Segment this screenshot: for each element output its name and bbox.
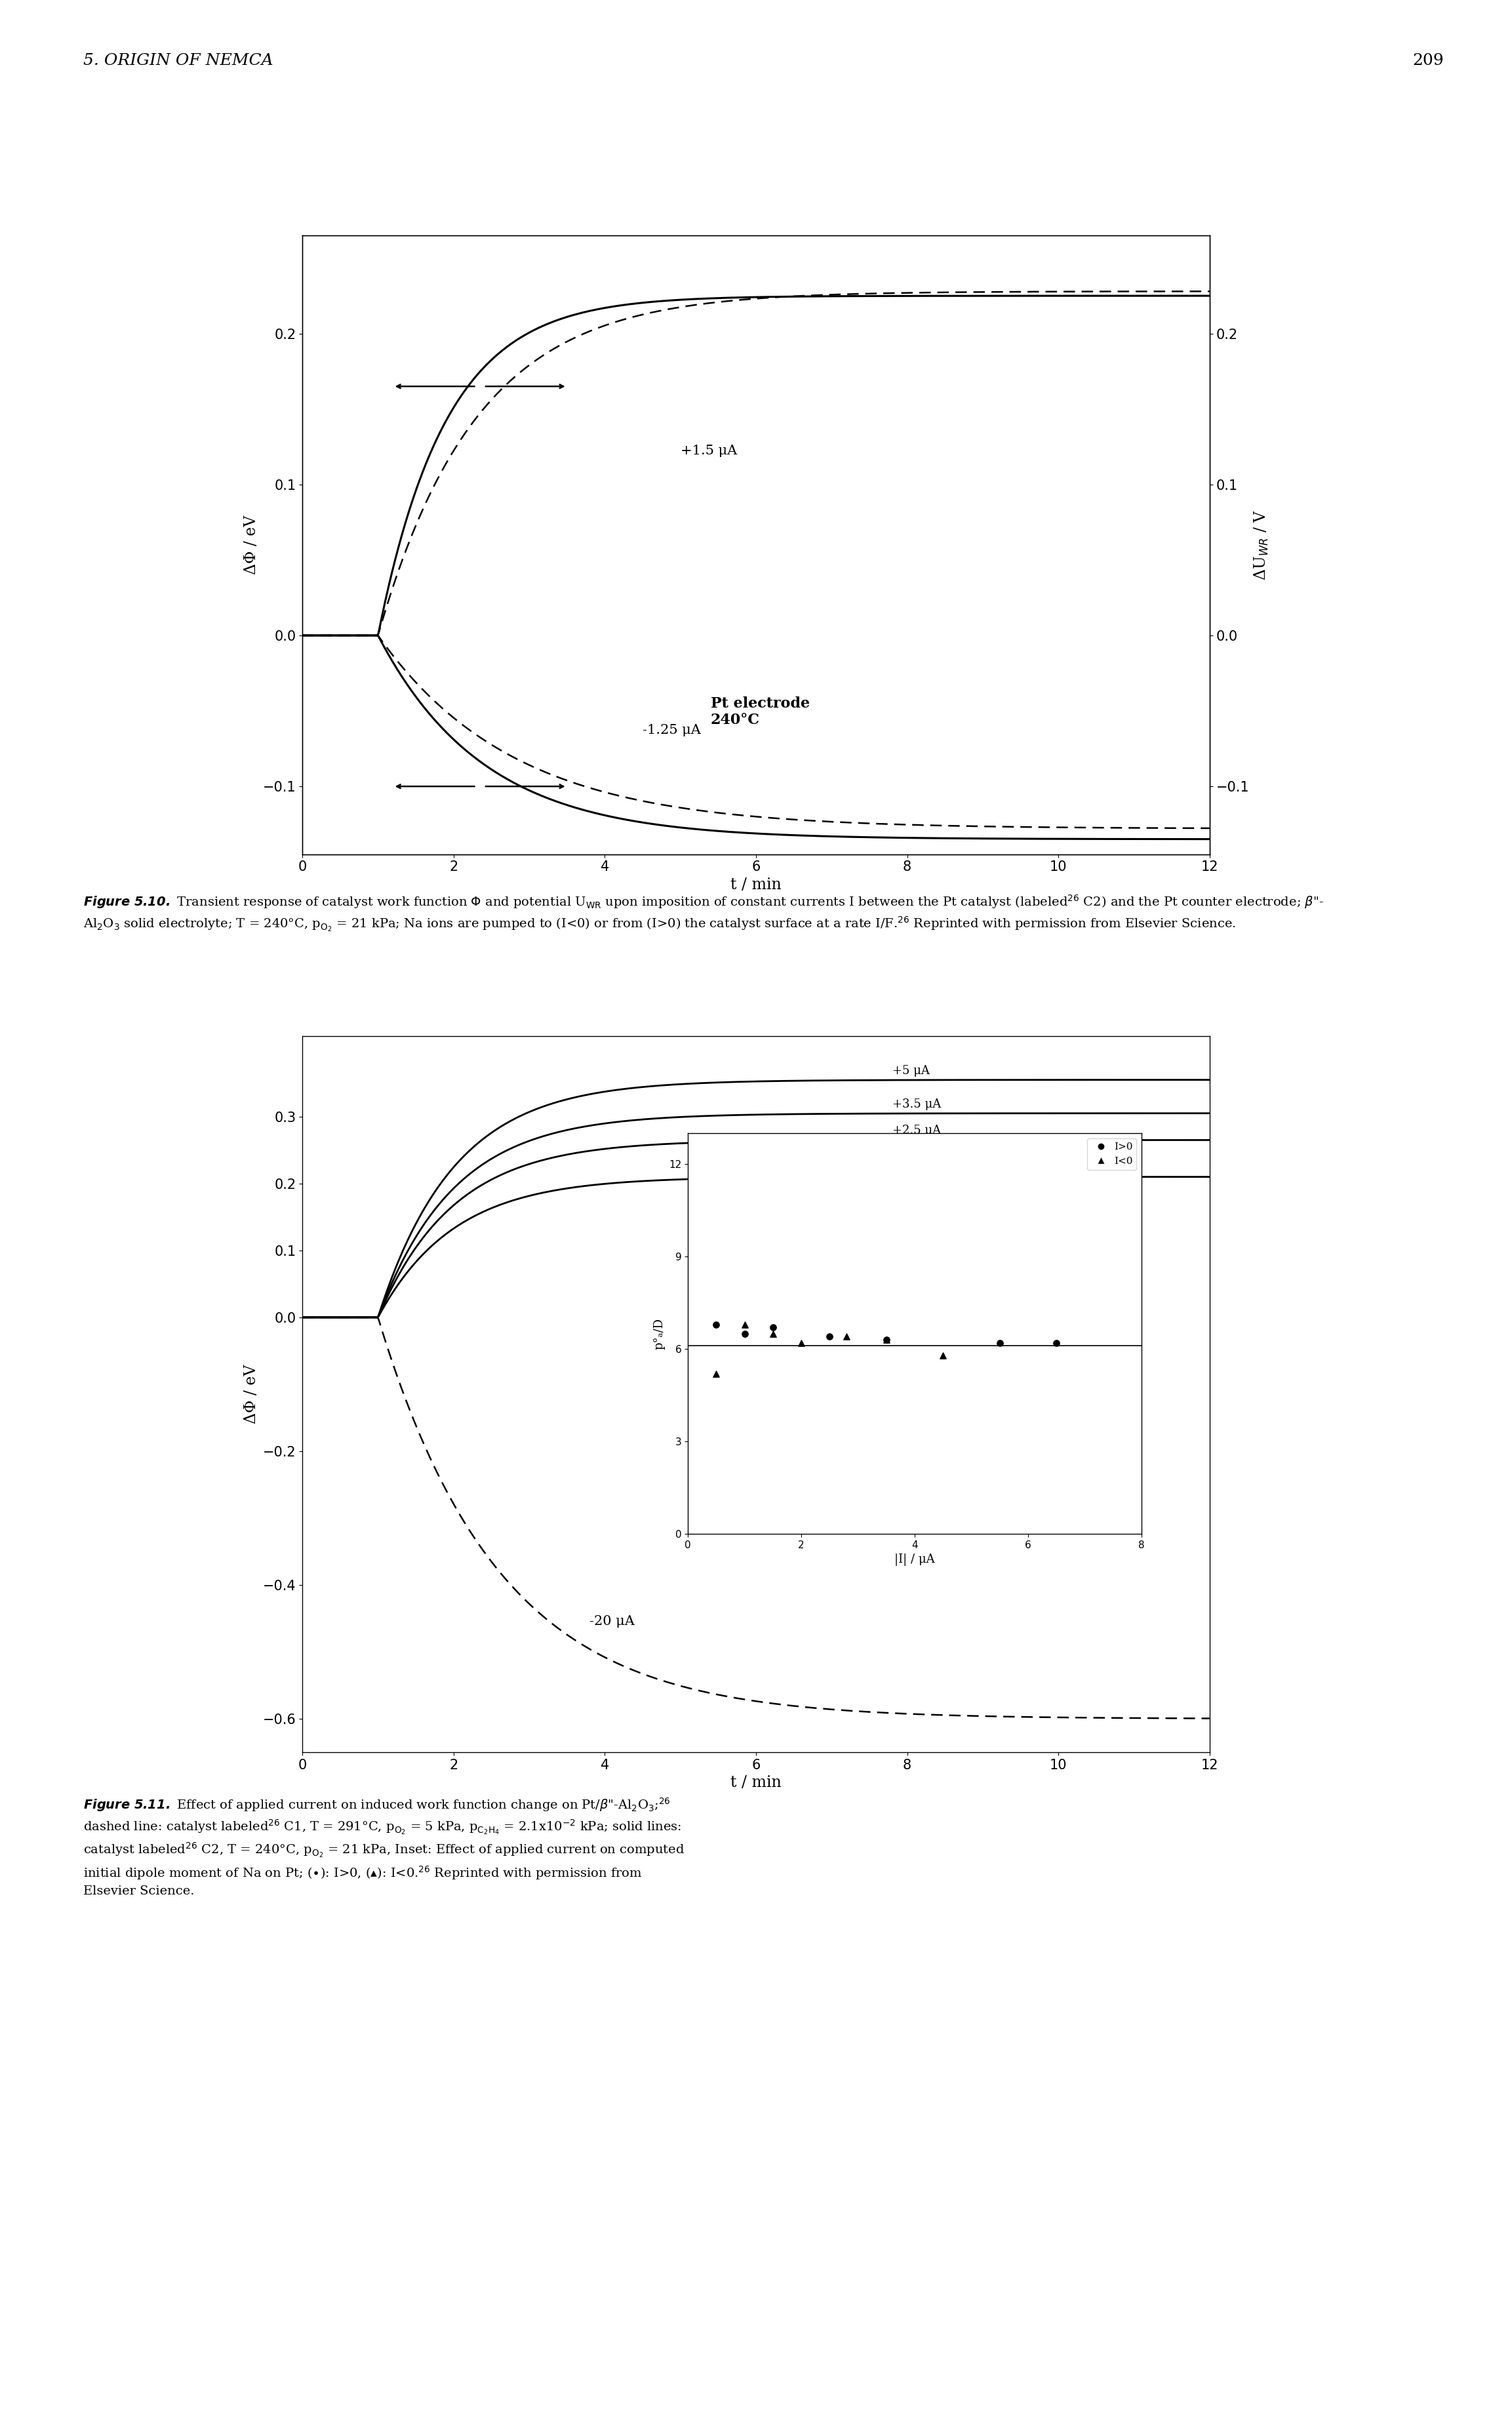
Text: +5 μA: +5 μA <box>892 1065 930 1078</box>
Text: +1.5 μA: +1.5 μA <box>680 444 736 456</box>
Point <box>874 1320 898 1359</box>
Point <box>705 1306 729 1345</box>
X-axis label: |I| / μA: |I| / μA <box>895 1553 934 1565</box>
Point <box>732 1315 756 1354</box>
Y-axis label: ΔΦ / eV: ΔΦ / eV <box>243 515 259 575</box>
Point <box>835 1318 859 1357</box>
X-axis label: t / min: t / min <box>730 1777 782 1791</box>
Text: +2.5 μA: +2.5 μA <box>892 1124 940 1136</box>
Point <box>987 1323 1012 1362</box>
Point <box>761 1315 785 1354</box>
Text: Pt electrode
240°C: Pt electrode 240°C <box>711 697 810 728</box>
Text: -20 μA: -20 μA <box>590 1616 635 1629</box>
Legend: I>0, I<0: I>0, I<0 <box>1087 1138 1137 1170</box>
Point <box>761 1308 785 1347</box>
Y-axis label: ΔΦ / eV: ΔΦ / eV <box>243 1364 259 1425</box>
Point <box>931 1335 956 1374</box>
Text: 209: 209 <box>1412 53 1444 68</box>
Text: -1.25 μA: -1.25 μA <box>643 723 702 735</box>
Point <box>818 1318 842 1357</box>
Text: 5. ORIGIN OF NEMCA: 5. ORIGIN OF NEMCA <box>83 53 274 68</box>
Point <box>789 1323 813 1362</box>
Text: +1.5 μA: +1.5 μA <box>892 1163 940 1175</box>
Text: $\bfit{Figure\ 5.10.}$ Transient response of catalyst work function $\Phi$ and p: $\bfit{Figure\ 5.10.}$ Transient respons… <box>83 893 1323 934</box>
Point <box>705 1354 729 1393</box>
Text: $\bfit{Figure\ 5.11.}$ Effect of applied current on induced work function change: $\bfit{Figure\ 5.11.}$ Effect of applied… <box>83 1796 685 1898</box>
Point <box>1045 1323 1069 1362</box>
Text: +3.5 μA: +3.5 μA <box>892 1097 940 1109</box>
Point <box>732 1306 756 1345</box>
Point <box>874 1320 898 1359</box>
Y-axis label: p°ₐ/D: p°ₐ/D <box>653 1318 665 1349</box>
X-axis label: t / min: t / min <box>730 879 782 893</box>
Y-axis label: ΔU$_{WR}$ / V: ΔU$_{WR}$ / V <box>1253 510 1270 580</box>
